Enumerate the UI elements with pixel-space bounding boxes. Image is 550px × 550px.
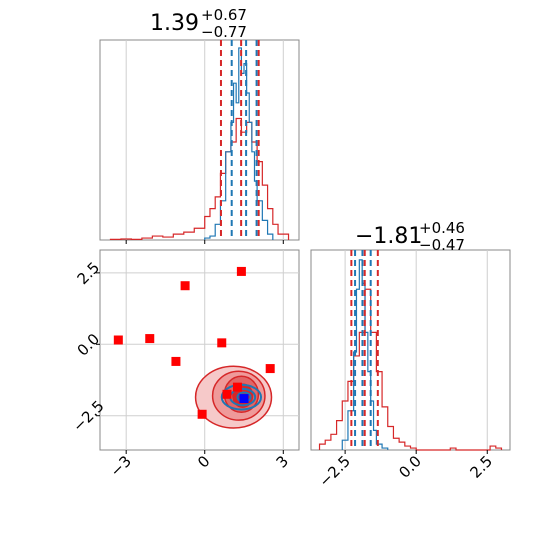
top-histogram-ticks: [125, 240, 284, 244]
right-histogram-panel: −2.5 0.0 2.5 −1.81 +0.46 −0.47: [310, 219, 511, 491]
top-histogram-grid: [125, 40, 284, 240]
scatter-contour-panel: −3 0 32.50.0−2.5: [69, 249, 300, 480]
top-title-value: 1.39: [150, 11, 199, 36]
right-histogram-series: [318, 259, 503, 451]
right-title-value: −1.81: [355, 224, 422, 249]
red-point-9: [232, 382, 242, 392]
right-histogram-ticks: −2.5 0.0 2.5: [315, 450, 496, 491]
red-point-0: [113, 335, 123, 345]
top-title-plus: +0.67: [201, 6, 247, 24]
scatter-xtick-label-0: −3: [107, 452, 135, 480]
scatter-contours: [194, 365, 273, 429]
right-title-minus: −0.47: [419, 236, 465, 254]
scatter-points: [113, 266, 275, 419]
blue-point-0: [239, 394, 249, 404]
red-point-8: [197, 409, 207, 419]
top-title-minus: −0.77: [201, 23, 247, 41]
top-histogram-quantiles: [219, 40, 260, 240]
right-xtick-label-0: −2.5: [315, 452, 353, 490]
red-point-6: [265, 364, 275, 374]
right-series-0-step: [318, 288, 503, 451]
right-series-1-step: [341, 259, 389, 450]
scatter-xtick-label-2: 3: [273, 452, 292, 471]
right-histogram-quantiles: [350, 250, 379, 450]
scatter-frame: [99, 249, 300, 451]
red-point-5: [236, 266, 246, 276]
red-point-1: [145, 334, 155, 344]
right-histogram-frame: [310, 249, 511, 451]
top-histogram-frame: [99, 39, 300, 241]
right-histogram-grid: [344, 250, 488, 450]
right-xtick-label-1: 0.0: [395, 452, 425, 482]
red-point-7: [222, 389, 232, 399]
scatter-xtick-label-1: 0: [194, 452, 213, 471]
right-title-plus: +0.46: [419, 219, 465, 237]
top-histogram-panel: 1.39 +0.67 −0.77: [99, 6, 300, 244]
red-point-3: [171, 356, 181, 366]
scatter-ytick-label-0: 2.5: [74, 259, 104, 289]
red-point-2: [180, 281, 190, 291]
right-xtick-label-2: 2.5: [466, 452, 496, 482]
red-point-4: [217, 338, 227, 348]
scatter-ytick-label-1: 0.0: [74, 330, 104, 360]
